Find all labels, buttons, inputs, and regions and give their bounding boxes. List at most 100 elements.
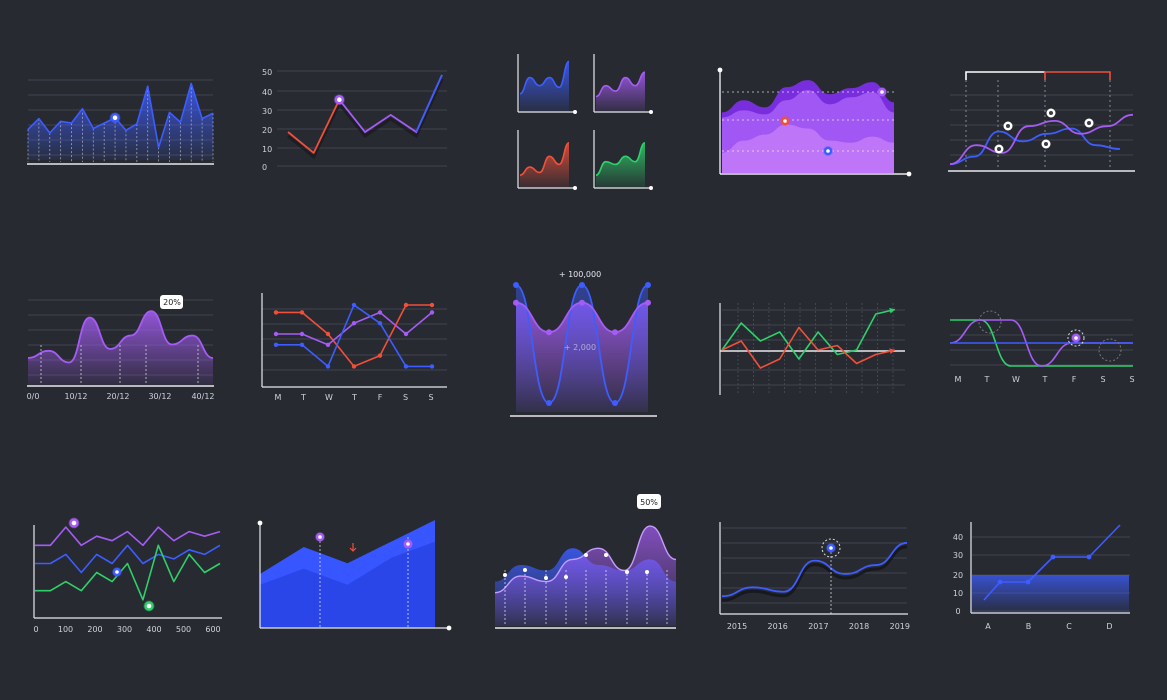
x-tick-label: 2015 xyxy=(727,622,747,631)
area-fill xyxy=(28,83,213,160)
x-tick-label: S xyxy=(1100,375,1105,384)
arrow-head xyxy=(889,348,895,355)
data-point xyxy=(325,364,331,369)
data-point xyxy=(584,553,588,557)
y-tick-label: 50 xyxy=(262,68,272,77)
data-point xyxy=(523,568,527,572)
data-point xyxy=(377,353,383,358)
series-green xyxy=(35,544,221,601)
y-tick-label: 20 xyxy=(262,126,272,135)
series-violet xyxy=(35,526,221,547)
chart-3 xyxy=(517,54,653,190)
series-line xyxy=(595,71,646,98)
y-tick-label: 10 xyxy=(262,145,272,154)
data-point-core xyxy=(1044,142,1048,146)
x-tick-label: B xyxy=(1026,622,1032,631)
x-tick-label: W xyxy=(1012,375,1020,384)
mini-chart-2 xyxy=(593,54,653,114)
data-point xyxy=(273,331,279,337)
chart-6: 0/0 10/12 20/12 30/12 40/12 20% xyxy=(27,295,215,401)
y-tick-label: 30 xyxy=(262,107,272,116)
data-point xyxy=(544,576,548,580)
chart-15: 40 30 20 10 0 A B C D xyxy=(953,522,1130,631)
data-point xyxy=(325,331,331,337)
data-point xyxy=(351,321,357,326)
series-line xyxy=(983,524,1121,601)
data-point xyxy=(299,342,305,347)
series-red xyxy=(276,304,432,368)
series-line xyxy=(595,142,646,176)
data-point xyxy=(546,329,552,336)
data-point xyxy=(612,400,618,406)
x-tick-label: 2019 xyxy=(890,622,910,631)
data-point xyxy=(604,553,608,557)
marker xyxy=(877,87,887,97)
area-violet xyxy=(495,526,676,626)
data-point xyxy=(503,573,507,577)
data-point xyxy=(645,299,651,306)
series-green xyxy=(721,308,896,360)
callout-label: 20% xyxy=(163,298,181,307)
y-tick-label: 40 xyxy=(262,88,272,97)
data-point xyxy=(1050,554,1056,560)
series-line xyxy=(721,541,908,598)
x-tick-label: C xyxy=(1066,622,1072,631)
range-bracket xyxy=(965,71,1045,80)
data-point xyxy=(564,575,568,579)
series-red xyxy=(721,326,896,369)
data-point xyxy=(1086,554,1092,560)
line-shadow xyxy=(721,545,908,602)
highlight-point xyxy=(334,94,345,105)
x-tick-label: S xyxy=(428,393,433,402)
dashed-marker xyxy=(1098,338,1122,362)
x-tick-label: 40/12 xyxy=(191,392,214,401)
series-line xyxy=(27,310,214,364)
x-tick-label: 2017 xyxy=(808,622,828,631)
highlight-point xyxy=(826,543,836,553)
annotation-label: + 2,000 xyxy=(564,343,596,352)
dashed-marker xyxy=(1067,329,1085,347)
area-fill xyxy=(520,61,569,112)
data-point xyxy=(403,302,409,308)
x-tick-label: 300 xyxy=(117,625,132,634)
area-layer-2 xyxy=(260,541,435,628)
x-tick-label: 100 xyxy=(58,625,73,634)
callout-label: 50% xyxy=(640,498,658,507)
area-fill xyxy=(28,311,213,385)
marker xyxy=(403,539,413,549)
data-point xyxy=(645,570,649,574)
series-line xyxy=(27,82,214,149)
series-blue xyxy=(949,127,1121,166)
callout-box xyxy=(637,494,661,509)
data-point-core xyxy=(1006,124,1010,128)
data-point xyxy=(273,310,279,315)
data-point xyxy=(299,310,305,315)
data-point-core xyxy=(1087,121,1091,125)
data-point xyxy=(579,282,585,288)
series-blue xyxy=(35,544,221,574)
chart-9 xyxy=(719,303,905,395)
y-tick-label: 0 xyxy=(262,163,267,172)
data-point xyxy=(429,364,435,369)
x-tick-label: M xyxy=(275,393,282,402)
x-tick-label: 30/12 xyxy=(148,392,171,401)
marker xyxy=(112,567,122,577)
mini-chart-1 xyxy=(517,54,577,114)
x-tick-label: 2018 xyxy=(849,622,869,631)
data-point xyxy=(997,579,1003,585)
x-tick-label: 0/0 xyxy=(27,392,40,401)
mini-chart-4 xyxy=(593,130,653,190)
data-point xyxy=(429,310,435,315)
x-tick-label: W xyxy=(325,393,333,402)
chart-11: 0 100 200 300 400 500 600 xyxy=(33,517,222,634)
chart-8: + 100,000 + 2,000 xyxy=(510,270,657,417)
y-tick-label: 0 xyxy=(955,607,960,616)
x-tick-label: 10/12 xyxy=(64,392,87,401)
area-fill xyxy=(596,72,645,112)
data-point xyxy=(513,299,519,306)
axis-end-dot xyxy=(257,520,263,526)
y-tick-label: 10 xyxy=(953,589,963,598)
x-tick-label: 400 xyxy=(146,625,161,634)
area-layer-3 xyxy=(722,124,894,173)
marker xyxy=(69,518,79,528)
